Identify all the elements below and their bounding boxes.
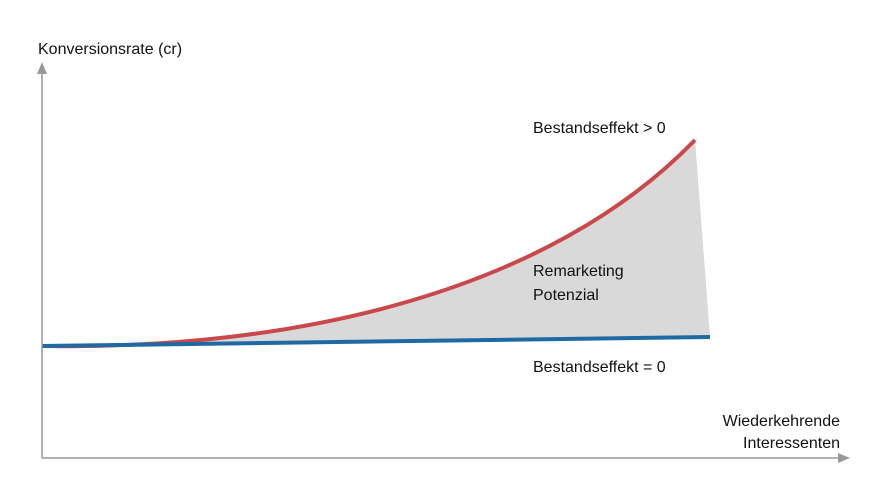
x-axis-arrow bbox=[838, 453, 850, 463]
lower-curve bbox=[41, 335, 711, 348]
upper-curve-label: Bestandseffekt > 0 bbox=[533, 120, 666, 137]
area-label: Potenzial bbox=[533, 287, 599, 304]
x-axis-label: Wiederkehrende bbox=[723, 413, 841, 430]
lower-curve-label: Bestandseffekt = 0 bbox=[533, 359, 666, 376]
y-axis-arrow bbox=[37, 62, 47, 74]
x-axis-label: Interessenten bbox=[743, 435, 840, 452]
area-label: Remarketing bbox=[533, 263, 624, 280]
y-axis-label: Konversionsrate (cr) bbox=[38, 41, 182, 58]
potential-area bbox=[42, 140, 710, 347]
